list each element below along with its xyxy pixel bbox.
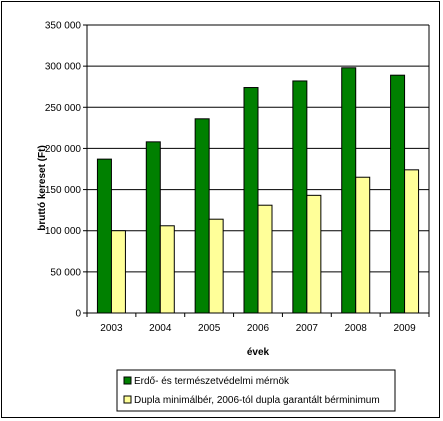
y-tick-label: 200 000 [45,144,82,155]
bar-series-1-2005 [194,118,210,314]
legend-label-series-1: Erdő- és természetvédelmi mérnök [134,376,290,387]
y-axis-title: bruttó kereset (Ft) [37,145,48,231]
x-tick-label: 2003 [100,323,123,334]
bar-series-2-2009 [404,169,420,314]
y-tick-label: 150 000 [45,185,82,196]
y-tick-label: 0 [75,309,81,320]
x-tick-label: 2008 [345,323,368,334]
bar-series-2-2007 [306,194,322,314]
legend-swatch-series-1 [123,376,132,385]
x-tick-label: 2005 [198,323,221,334]
bar-series-1-2004 [145,141,161,314]
axes [86,25,430,317]
bar-series-1-2006 [243,87,259,314]
legend-box [116,369,396,412]
y-tick-label: 50 000 [50,267,81,278]
y-tick-label: 300 000 [45,62,82,73]
bar-series-2-2008 [355,176,371,314]
x-tick-label: 2004 [149,323,172,334]
x-tick-label: 2007 [296,323,319,334]
x-tick-label: 2009 [393,323,416,334]
y-tick-label: 100 000 [45,226,82,237]
bar-series-2-2005 [208,218,224,314]
bar-series-1-2008 [341,67,357,314]
bars [96,67,420,314]
bar-series-1-2003 [96,158,112,314]
x-tick-labels: 2003 2004 2005 2006 2007 2008 2009 [100,323,416,334]
bar-series-1-2009 [390,74,406,314]
y-tick-label: 250 000 [45,103,82,114]
bar-series-1-2007 [292,80,308,314]
bar-series-2-2006 [257,204,273,314]
legend: Erdő- és természetvédelmi mérnök Dupla m… [116,369,396,412]
legend-label-series-2: Dupla minimálbér, 2006-tól dupla garantá… [134,395,380,406]
y-tick-label: 350 000 [45,21,82,32]
y-tick-labels: 0 50 000 100 000 150 000 200 000 250 000 300 0… [45,21,82,320]
legend-swatch-series-2 [123,395,132,404]
x-tick-label: 2006 [247,323,270,334]
bar-series-2-2004 [159,225,175,314]
x-axis-title: évek [247,347,270,358]
bar-series-2-2003 [110,230,126,314]
